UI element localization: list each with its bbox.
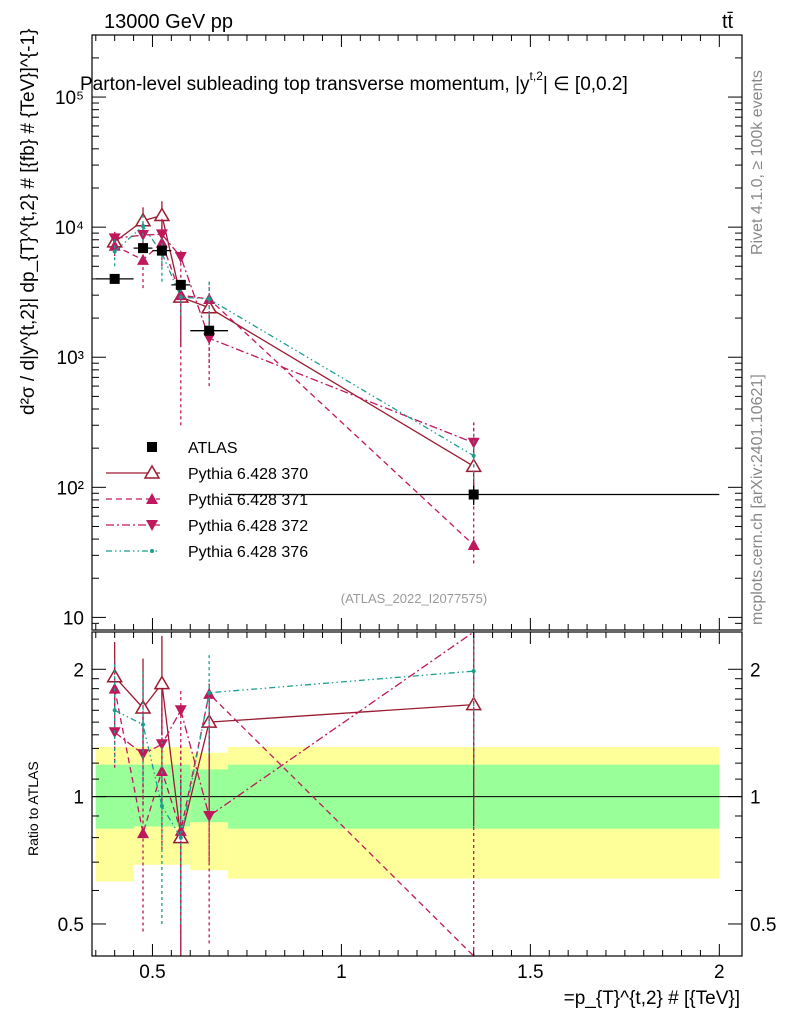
- legend-label: Pythia 6.428 370: [188, 466, 308, 483]
- ratio-data-point: [178, 835, 183, 840]
- ratio-data-point: [203, 810, 216, 822]
- y-tick-label: 2: [73, 660, 84, 681]
- y-tick-label: 10³: [57, 348, 84, 369]
- ratio-data-point: [153, 675, 171, 690]
- plot-title-tail: | ∈ [0,0.2]: [543, 74, 628, 95]
- main-data-point: [112, 249, 117, 254]
- analysis-watermark: (ATLAS_2022_I2077575): [341, 591, 487, 606]
- main-y-axis-title: d²σ / d|y^{t,2}| dp_{T}^{t,2} # [{fb} # …: [18, 29, 39, 415]
- legend-marker: [146, 520, 158, 531]
- ratio-series-line: [114, 688, 475, 957]
- ratio-series-pythia-6-428-372: [108, 631, 475, 863]
- main-series-atlas: [95, 243, 720, 506]
- legend-label: Pythia 6.428 372: [188, 518, 308, 535]
- main-series-pythia-6-428-376: [112, 211, 476, 480]
- ratio-data-point: [471, 669, 476, 674]
- x-tick-label: 0.5: [139, 962, 165, 983]
- ratio-axes: 0.5 1 1.5 2 0.5 0.5 1 1 2 2: [58, 631, 776, 983]
- y-tick-label-right: 2: [750, 660, 761, 681]
- legend-marker: [150, 549, 154, 553]
- ratio-data-point: [106, 668, 123, 683]
- ratio-data-point: [141, 722, 146, 727]
- mcplots-label: mcplots.cern.ch [arXiv:2401.10621]: [749, 374, 766, 625]
- legend-item: Pythia 6.428 376: [106, 544, 308, 561]
- plot-title-sup: t,2: [530, 69, 544, 83]
- x-tick-label: 1: [336, 962, 347, 983]
- main-data-point: [175, 279, 186, 290]
- main-data-point: [108, 233, 121, 245]
- main-data-point: [138, 243, 149, 254]
- ratio-y-axis-title: Ratio to ATLAS: [25, 761, 41, 856]
- main-data-point: [156, 245, 167, 256]
- main-data-point: [141, 224, 146, 229]
- plot-title-main: Parton-level subleading top transverse m…: [80, 74, 530, 95]
- ratio-data-point: [155, 739, 168, 751]
- main-series-line: [114, 225, 475, 457]
- y-tick-label: 0.5: [58, 915, 84, 936]
- y-tick-label-right: 0.5: [750, 915, 776, 936]
- ratio-series-line: [114, 631, 475, 818]
- rivet-version-label: Rivet 4.1.0, ≥ 100k events: [749, 70, 766, 255]
- ratio-series-line: [114, 670, 474, 840]
- main-data-point: [207, 297, 212, 302]
- main-data-point: [203, 333, 216, 345]
- main-data-point: [204, 325, 215, 336]
- process-label: tt̄: [722, 11, 734, 33]
- legend-marker: [146, 493, 158, 504]
- main-series-line: [114, 233, 474, 444]
- main-data-point: [109, 273, 120, 284]
- ratio-data-point: [137, 827, 150, 839]
- main-series-line: [114, 214, 475, 467]
- x-axis-title: =p_{T}^{t,2} # [{TeV}]: [564, 988, 740, 1009]
- main-data-point: [174, 251, 187, 263]
- legend-item: Pythia 6.428 372: [106, 518, 308, 535]
- ratio-data-point: [137, 749, 150, 761]
- main-data-point: [155, 229, 168, 241]
- legend-item: Pythia 6.428 371: [106, 492, 308, 509]
- ratio-series-curves: [106, 631, 482, 957]
- legend-marker: [147, 442, 157, 452]
- y-tick-label: 10⁴: [55, 218, 84, 239]
- main-series-line: [114, 241, 475, 546]
- main-data-point: [137, 253, 150, 265]
- main-data-point: [467, 539, 480, 551]
- ratio-uncertainty-bands: [95, 747, 720, 882]
- y-tick-label: 10²: [57, 478, 84, 499]
- legend-label: ATLAS: [188, 440, 238, 457]
- ratio-series-line: [114, 676, 474, 838]
- legend: ATLAS Pythia 6.428 370 Pythia 6.428 371 Pyt…: [106, 440, 308, 561]
- ratio-series-pythia-6-428-376: [112, 632, 476, 924]
- ratio-data-point: [155, 764, 168, 776]
- main-series-curves: [95, 201, 720, 564]
- legend-marker: [143, 464, 161, 479]
- x-tick-label: 1.5: [517, 962, 543, 983]
- main-series-pythia-6-428-371: [108, 227, 480, 564]
- y-tick-label: 1: [73, 788, 84, 809]
- plot-frame: [91, 34, 743, 631]
- main-data-point: [178, 295, 183, 300]
- main-data-point: [471, 453, 476, 458]
- ratio-data-point: [207, 690, 212, 695]
- ratio-data-point: [174, 705, 187, 717]
- y-tick-label: 10⁵: [55, 88, 84, 109]
- main-data-point: [153, 206, 171, 222]
- plot-title: Parton-level subleading top transverse m…: [80, 69, 628, 95]
- legend-label: Pythia 6.428 376: [188, 544, 308, 561]
- x-tick-label: 2: [714, 962, 725, 983]
- ratio-data-point: [112, 708, 117, 713]
- main-axes: 10 10² 10³ 10⁴ 10⁵: [55, 34, 743, 631]
- ratio-data-point: [159, 804, 164, 809]
- y-tick-label: 10: [63, 608, 84, 629]
- y-tick-label-right: 1: [750, 788, 761, 809]
- energy-label: 13000 GeV pp: [104, 11, 233, 33]
- main-data-point: [155, 236, 168, 248]
- legend-item: Pythia 6.428 370: [106, 464, 308, 483]
- main-data-point: [468, 489, 479, 500]
- legend-label: Pythia 6.428 371: [188, 492, 308, 509]
- legend-item: ATLAS: [147, 440, 238, 457]
